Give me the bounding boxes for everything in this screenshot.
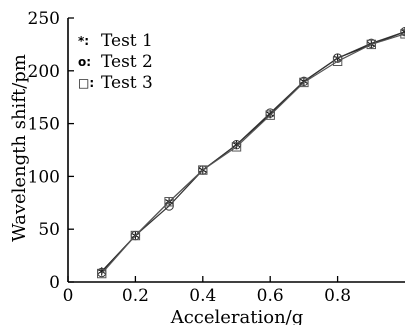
axes bbox=[67, 18, 405, 283]
data-point bbox=[164, 197, 174, 207]
series-line bbox=[101, 31, 405, 273]
legend-item: o: Test 2 bbox=[78, 52, 153, 72]
y-tick-label: 250 bbox=[28, 9, 60, 29]
legend-item: *: Test 1 bbox=[78, 31, 153, 51]
data-point bbox=[198, 165, 208, 175]
x-ticks: 0 0.2 0.4 0.6 0.8 bbox=[63, 276, 351, 306]
x-tick-label: 0.6 bbox=[257, 286, 284, 306]
legend-label: Test 1 bbox=[101, 31, 153, 51]
y-tick-label: 100 bbox=[28, 167, 60, 187]
x-axis-title: Acceleration/g bbox=[170, 307, 304, 325]
data-point bbox=[265, 110, 275, 120]
legend-symbol: o: bbox=[78, 55, 91, 69]
legend-item: □: Test 3 bbox=[78, 73, 153, 93]
x-tick-label: 0.8 bbox=[324, 286, 351, 306]
y-ticks: 0 50 100 150 200 250 bbox=[28, 9, 74, 293]
data-point bbox=[97, 268, 107, 279]
legend-label: Test 2 bbox=[101, 52, 153, 72]
legend-symbol: □: bbox=[78, 76, 94, 90]
series-line bbox=[101, 33, 405, 274]
legend-symbol: *: bbox=[78, 34, 89, 48]
legend: *: Test 1 o: Test 2 □: Test 3 bbox=[78, 31, 153, 93]
y-tick-label: 150 bbox=[28, 115, 60, 135]
data-point bbox=[299, 77, 309, 88]
y-tick-label: 200 bbox=[28, 62, 60, 82]
legend-label: Test 3 bbox=[101, 73, 153, 93]
x-tick-label: 0.2 bbox=[122, 286, 149, 306]
y-tick-label: 0 bbox=[49, 273, 60, 293]
y-axis-title: Wavelength shift/pm bbox=[9, 54, 30, 242]
data-point bbox=[130, 230, 141, 241]
data-point bbox=[332, 56, 343, 66]
series-3 bbox=[97, 29, 405, 279]
series-layer bbox=[97, 27, 405, 279]
x-tick-label: 0.4 bbox=[189, 286, 216, 306]
data-point bbox=[366, 39, 377, 50]
x-tick-label: 0 bbox=[63, 286, 74, 306]
y-tick-label: 50 bbox=[38, 220, 60, 240]
data-point bbox=[231, 142, 242, 152]
